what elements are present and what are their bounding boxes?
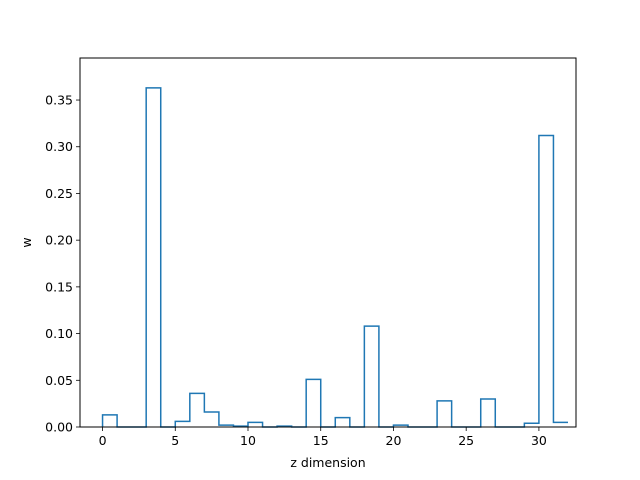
axes-frame [79,57,577,428]
x-tick-label: 10 [240,433,256,448]
x-tick-label: 5 [171,433,179,448]
y-axis: 0.00 0.05 0.10 0.15 0.20 0.25 0.30 0.35 [45,93,80,435]
y-axis-label: w [19,237,34,247]
x-tick-label: 30 [531,433,547,448]
y-tick-label: 0.15 [45,279,73,294]
x-tick-label: 20 [386,433,402,448]
y-tick-label: 0.25 [45,186,73,201]
x-tick-label: 0 [99,433,107,448]
y-tick-label: 0.30 [45,139,73,154]
x-tick-label: 15 [313,433,329,448]
y-tick-label: 0.10 [45,326,73,341]
y-tick-label: 0.20 [45,233,73,248]
y-tick-label: 0.35 [45,93,73,108]
y-tick-label: 0.00 [45,420,73,435]
y-tick-label: 0.05 [45,373,73,388]
x-tick-label: 25 [458,433,474,448]
x-axis-label: z dimension [290,455,365,470]
x-axis: 0 5 10 15 20 25 30 [99,427,547,448]
